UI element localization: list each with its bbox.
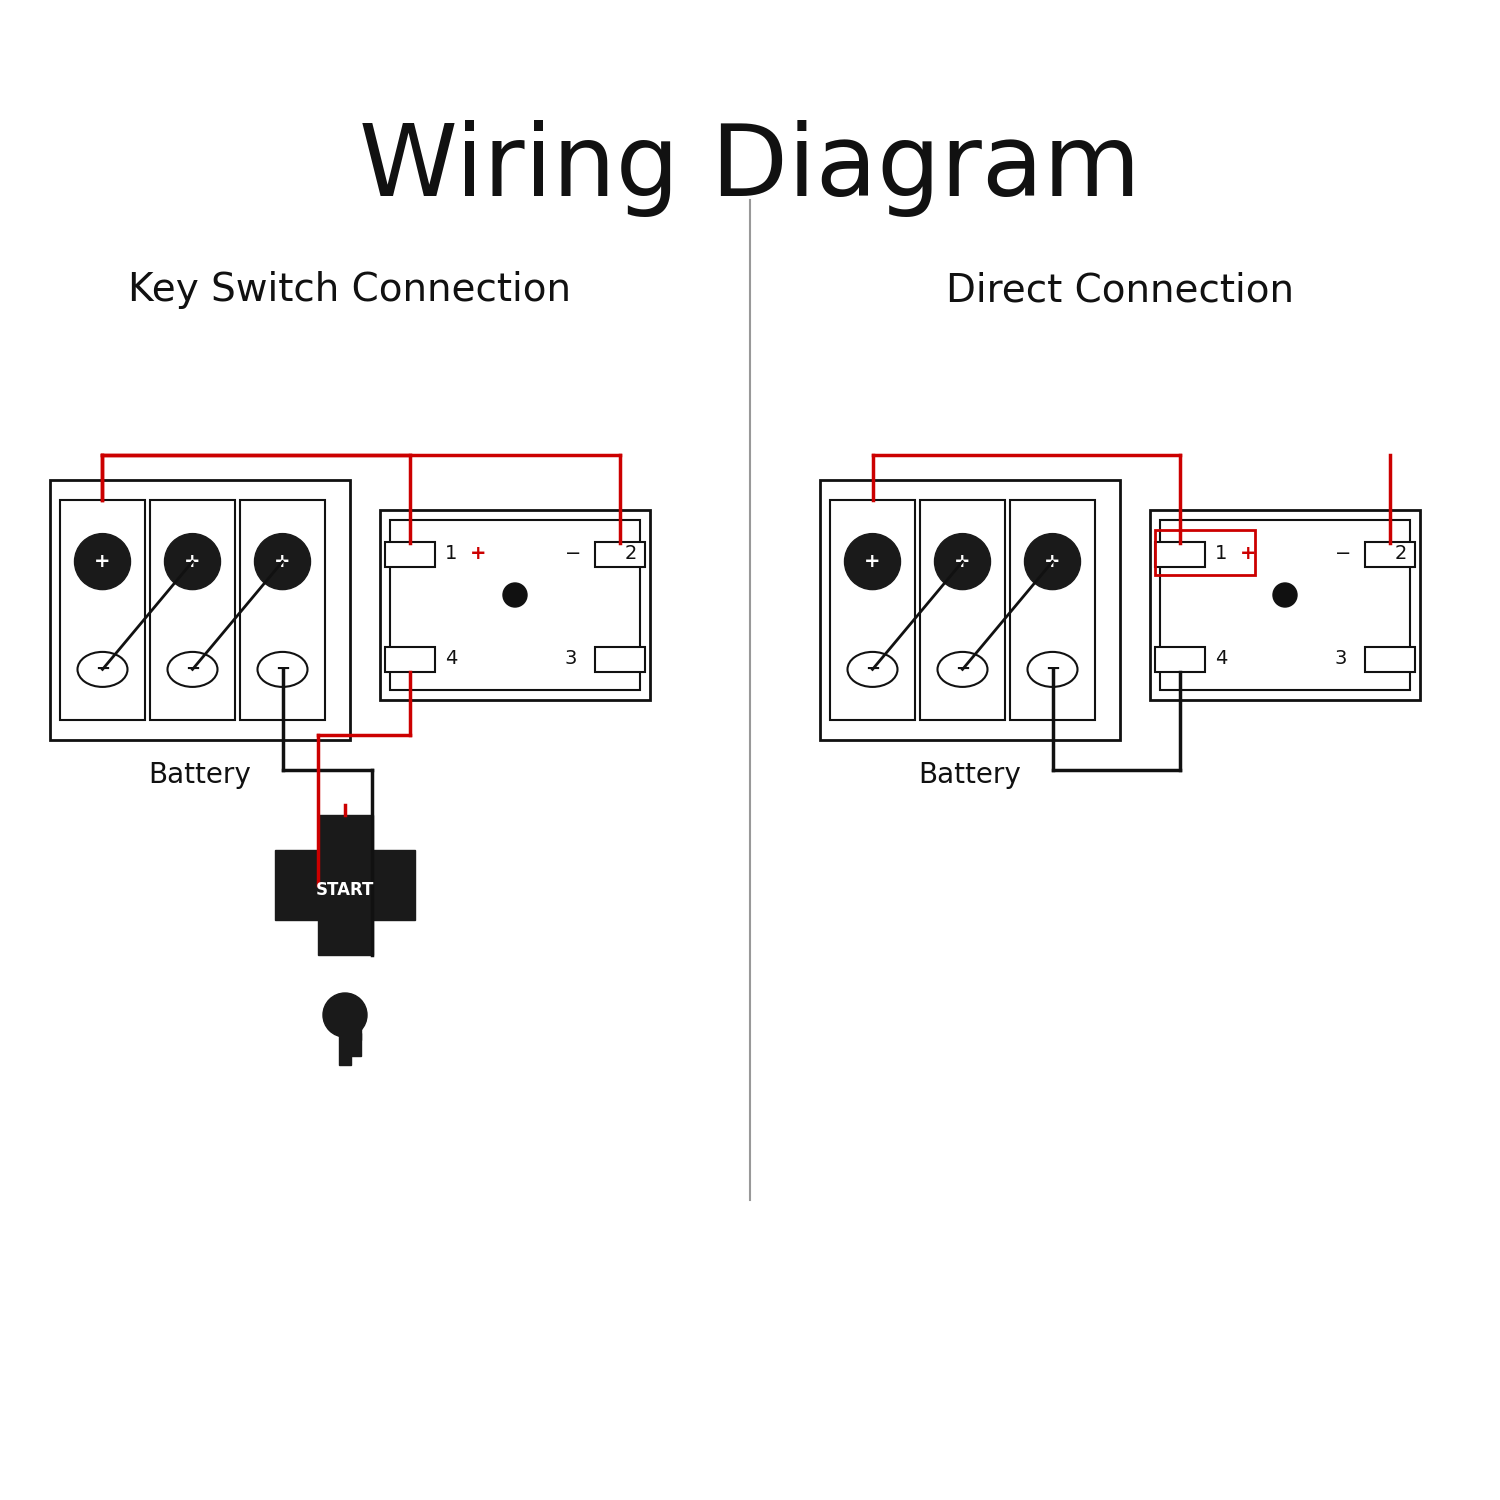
Text: 2: 2 [626,543,638,562]
Bar [1155,646,1204,672]
Circle shape [255,534,310,590]
Text: −: − [184,660,200,678]
Bar [50,480,350,740]
Bar [1150,510,1420,700]
Text: START: START [316,880,374,898]
Text: +: + [94,552,111,572]
Bar [1155,530,1256,574]
Bar [596,646,645,672]
Text: 1: 1 [1215,543,1227,562]
Bar [1365,646,1414,672]
Bar [920,500,1005,720]
Bar [1010,500,1095,720]
Circle shape [1024,534,1080,590]
Text: −: − [94,660,110,678]
Bar [386,542,435,567]
Bar [830,500,915,720]
Circle shape [165,534,220,590]
Bar [274,850,416,920]
Circle shape [934,534,990,590]
Circle shape [1274,584,1298,608]
Text: 3: 3 [566,648,578,668]
Bar [339,1016,351,1065]
Bar [318,815,372,956]
Text: −: − [956,660,970,678]
Text: −: − [566,543,582,562]
Circle shape [844,534,900,590]
Bar [596,542,645,567]
Ellipse shape [847,652,897,687]
Text: +: + [1240,543,1257,562]
Text: Battery: Battery [148,760,252,789]
Text: +: + [954,552,970,572]
Text: 4: 4 [1215,648,1227,668]
Circle shape [322,993,368,1036]
Bar [150,500,236,720]
Ellipse shape [1028,652,1077,687]
Text: −: − [865,660,880,678]
Text: −: − [1335,543,1352,562]
Bar [240,500,326,720]
Bar [821,480,1120,740]
Circle shape [503,584,526,608]
Ellipse shape [258,652,308,687]
Bar [380,510,650,700]
Text: Direct Connection: Direct Connection [946,272,1294,309]
Text: +: + [184,552,201,572]
Bar [386,646,435,672]
Text: +: + [274,552,291,572]
Text: 1: 1 [446,543,458,562]
Bar [1365,542,1414,567]
Text: +: + [1044,552,1060,572]
Text: 2: 2 [1395,543,1407,562]
Text: 4: 4 [446,648,458,668]
Ellipse shape [168,652,217,687]
Bar [351,1034,361,1056]
Text: Wiring Diagram: Wiring Diagram [358,120,1142,218]
Ellipse shape [938,652,987,687]
Bar [1155,542,1204,567]
Ellipse shape [78,652,128,687]
Bar [351,1028,361,1039]
Text: Battery: Battery [918,760,1022,789]
Text: −: − [274,660,290,678]
Text: +: + [864,552,880,572]
Bar [60,500,146,720]
Text: 3: 3 [1335,648,1347,668]
Text: −: − [1046,660,1060,678]
Bar [1160,520,1410,690]
Bar [390,520,640,690]
Text: +: + [470,543,486,562]
Text: Key Switch Connection: Key Switch Connection [129,272,572,309]
Circle shape [75,534,130,590]
